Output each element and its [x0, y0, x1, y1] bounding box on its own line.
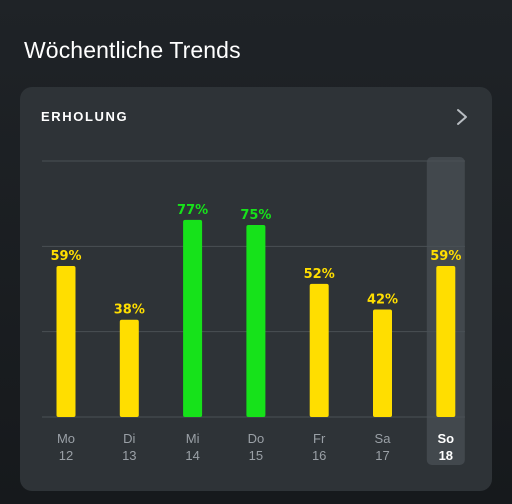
day-name-label[interactable]: Di [123, 431, 135, 446]
card-header[interactable]: ERHOLUNG [20, 87, 492, 145]
day-date-label[interactable]: 17 [375, 448, 389, 463]
day-name-label[interactable]: Do [248, 431, 265, 446]
day-date-label[interactable]: 12 [59, 448, 73, 463]
bar-value-label: 77% [177, 203, 208, 218]
bar-so[interactable] [436, 265, 456, 417]
day-date-label[interactable]: 13 [122, 448, 136, 463]
page-title: Wöchentliche Trends [24, 37, 241, 63]
bar-value-label: 59% [430, 249, 461, 264]
bar-do[interactable] [246, 225, 266, 417]
bar-di[interactable] [119, 319, 139, 417]
bar-value-label: 52% [304, 267, 335, 282]
recovery-card[interactable]: ERHOLUNG 59% Mo 12 38% Di 13 77% Mi 14 75% Do 15 52%… [20, 87, 492, 491]
bar-mi[interactable] [183, 219, 203, 417]
bar-value-label: 59% [50, 249, 81, 264]
day-name-label[interactable]: So [437, 431, 454, 446]
bar-fr[interactable] [309, 283, 329, 417]
bar-value-label: 75% [240, 208, 271, 223]
bar-sa[interactable] [373, 309, 392, 417]
day-name-label[interactable]: Mi [186, 431, 200, 446]
day-name-label[interactable]: Fr [313, 431, 326, 446]
bar-value-label: 42% [367, 292, 398, 307]
day-name-label[interactable]: Sa [375, 431, 392, 446]
recovery-bar-chart: 59% Mo 12 38% Di 13 77% Mi 14 75% Do 15 52% Fr 16 42% Sa… [42, 157, 465, 465]
day-name-label[interactable]: Mo [57, 431, 75, 446]
chevron-right-icon[interactable] [454, 107, 470, 127]
bar-mo[interactable] [56, 265, 76, 417]
day-date-label[interactable]: 16 [312, 448, 326, 463]
day-date-label[interactable]: 14 [185, 448, 199, 463]
bar-value-label: 38% [114, 303, 145, 318]
card-title: ERHOLUNG [41, 109, 129, 124]
day-date-label[interactable]: 15 [249, 448, 263, 463]
day-date-label[interactable]: 18 [439, 448, 453, 463]
